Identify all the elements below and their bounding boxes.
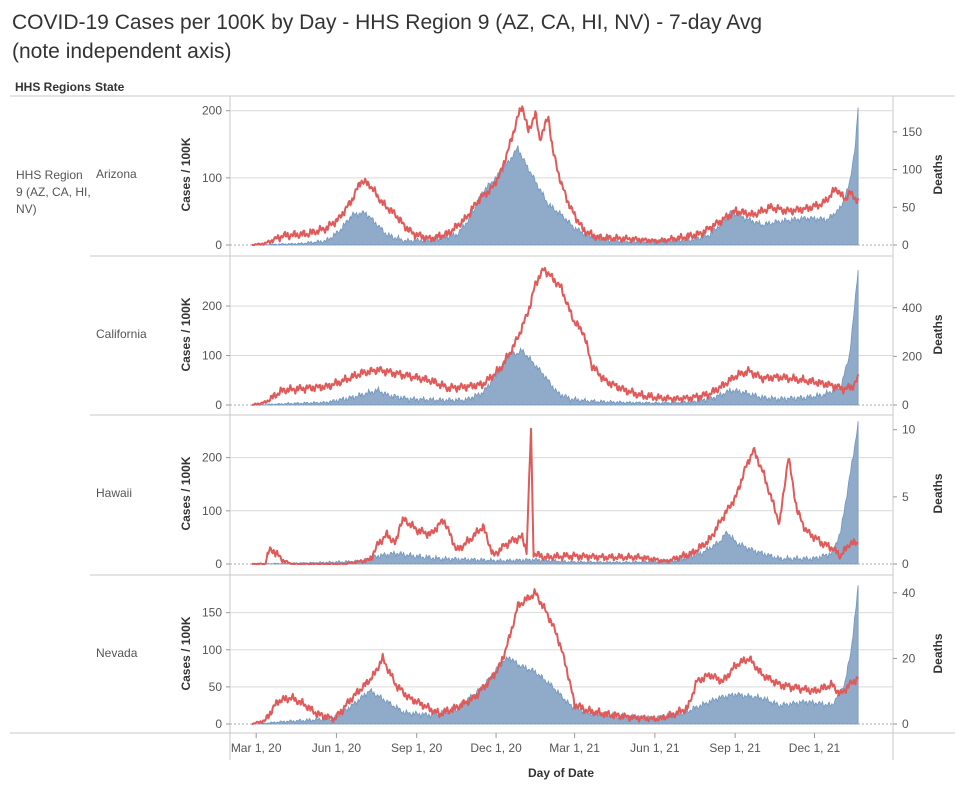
panel-california: California 0 100 200 0 200 400 Cases / 100K Deat… — [90, 255, 945, 412]
state-label-california: California — [96, 327, 147, 341]
x-tick-label: Jun 1, 21 — [630, 741, 680, 755]
right-tick-label: 0 — [902, 557, 909, 571]
header-state: State — [95, 80, 125, 94]
state-label-arizona: Arizona — [96, 167, 137, 181]
right-axis-title: Deaths — [931, 473, 945, 513]
left-tick-label: 200 — [202, 451, 222, 465]
chart-title-line-2: (note independent axis) — [12, 40, 232, 63]
x-tick-label: Mar 1, 20 — [231, 741, 282, 755]
left-tick-label: 0 — [215, 238, 222, 252]
deaths-line-california — [251, 266, 860, 406]
right-tick-label: 0 — [902, 398, 909, 412]
cases-area-arizona — [255, 107, 859, 246]
left-tick-label: 100 — [202, 643, 222, 657]
left-tick-label: 200 — [202, 104, 222, 118]
left-tick-label: 50 — [209, 680, 223, 694]
right-tick-label: 400 — [902, 301, 922, 315]
right-tick-label: 20 — [902, 651, 916, 665]
left-tick-label: 100 — [202, 349, 222, 363]
deaths-line-nevada — [251, 588, 859, 725]
panel-hawaii: Hawaii 0 100 200 0 5 10 Cases / 100K Deaths — [90, 414, 945, 571]
right-tick-label: 0 — [902, 238, 909, 252]
panel-nevada: Nevada 0 50 100 150 0 20 40 Cases / 100K Deaths — [90, 574, 945, 731]
left-tick-label: 0 — [215, 557, 222, 571]
x-tick-label: Dec 1, 21 — [789, 741, 841, 755]
deaths-line-arizona — [251, 105, 860, 246]
header-hhs-regions: HHS Regions — [15, 80, 91, 94]
right-tick-label: 100 — [902, 163, 922, 177]
right-axis-title: Deaths — [931, 633, 945, 673]
cases-area-california — [255, 270, 859, 406]
right-tick-label: 0 — [902, 717, 909, 731]
deaths-line-hawaii — [251, 427, 859, 565]
x-tick-label: Sep 1, 20 — [391, 741, 443, 755]
cases-area-nevada — [256, 585, 859, 725]
left-tick-label: 150 — [202, 606, 222, 620]
right-tick-label: 40 — [902, 586, 916, 600]
left-tick-label: 0 — [215, 717, 222, 731]
left-tick-label: 0 — [215, 398, 222, 412]
chart-title: COVID-19 Cases per 100K by Day - HHS Reg… — [12, 8, 952, 66]
state-label-nevada: Nevada — [96, 646, 138, 660]
right-tick-label: 5 — [902, 490, 909, 504]
x-axis: Mar 1, 20 Jun 1, 20 Sep 1, 20 Dec 1, 20 Mar … — [231, 733, 841, 755]
left-axis-title: Cases / 100K — [179, 297, 193, 371]
left-tick-label: 200 — [202, 299, 222, 313]
right-axis-title: Deaths — [931, 154, 945, 194]
x-tick-label: Sep 1, 21 — [709, 741, 761, 755]
left-axis-title: Cases / 100K — [179, 616, 193, 690]
x-tick-label: Dec 1, 20 — [470, 741, 522, 755]
left-axis-title: Cases / 100K — [179, 456, 193, 530]
x-axis-title: Day of Date — [528, 766, 594, 780]
left-tick-label: 100 — [202, 504, 222, 518]
right-tick-label: 200 — [902, 349, 922, 363]
left-axis-title: Cases / 100K — [179, 137, 193, 211]
state-label-hawaii: Hawaii — [96, 486, 132, 500]
chart-title-line-1: COVID-19 Cases per 100K by Day - HHS Reg… — [12, 11, 763, 34]
left-tick-label: 100 — [202, 171, 222, 185]
x-tick-label: Mar 1, 21 — [549, 741, 600, 755]
right-tick-label: 50 — [902, 200, 916, 214]
right-tick-label: 150 — [902, 125, 922, 139]
panel-arizona: Arizona 0 100 200 0 50 100 150 Cases / 100K Death… — [96, 104, 945, 252]
x-tick-label: Jun 1, 20 — [312, 741, 362, 755]
right-tick-label: 10 — [902, 423, 916, 437]
region-label: HHS Region 9 (AZ, CA, HI, NV) — [16, 168, 94, 216]
cases-area-hawaii — [255, 421, 859, 565]
right-axis-title: Deaths — [931, 314, 945, 354]
